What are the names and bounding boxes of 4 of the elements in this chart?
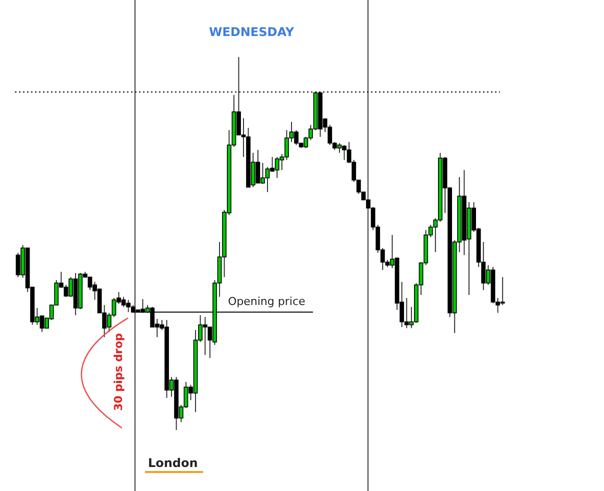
chart-title: WEDNESDAY bbox=[208, 25, 294, 39]
text: London bbox=[148, 456, 198, 470]
ref-line-label: Opening price bbox=[228, 295, 306, 308]
annotation: 30 pips drop bbox=[112, 332, 125, 411]
